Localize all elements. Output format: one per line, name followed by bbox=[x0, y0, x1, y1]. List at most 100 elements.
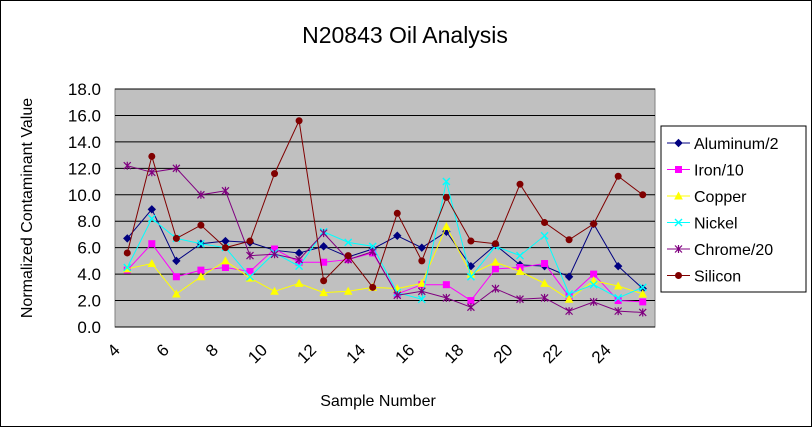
series-line bbox=[126, 208, 644, 290]
data-point bbox=[319, 242, 328, 251]
data-point bbox=[417, 287, 426, 296]
data-point bbox=[639, 191, 647, 199]
y-tick-label: 2.0 bbox=[77, 292, 101, 311]
data-point bbox=[221, 256, 230, 265]
data-point bbox=[221, 186, 230, 195]
data-point bbox=[172, 256, 181, 266]
data-point bbox=[196, 190, 205, 199]
data-point bbox=[344, 238, 353, 247]
data-point bbox=[565, 307, 574, 316]
data-point bbox=[491, 265, 499, 273]
legend-marker bbox=[674, 191, 683, 200]
legend-box bbox=[660, 125, 807, 293]
y-axis-title: Normalized Contaminant Value bbox=[19, 98, 36, 318]
legend-item: Copper bbox=[667, 189, 747, 206]
data-point bbox=[320, 277, 328, 285]
data-point bbox=[442, 293, 451, 302]
legend-marker bbox=[674, 218, 683, 227]
data-point bbox=[541, 260, 549, 268]
data-point bbox=[147, 258, 157, 268]
data-point bbox=[466, 303, 475, 312]
data-point bbox=[540, 278, 549, 287]
data-point bbox=[442, 221, 451, 231]
data-point bbox=[123, 234, 132, 243]
data-point bbox=[123, 161, 132, 170]
legend: Aluminum/2 Iron/10 Copper Nickel Chrome/20 Si… bbox=[667, 136, 779, 286]
data-point bbox=[417, 295, 426, 304]
legend-marker bbox=[674, 245, 683, 253]
data-point bbox=[565, 289, 574, 298]
data-point bbox=[147, 205, 157, 214]
y-tick-label: 8.0 bbox=[77, 212, 101, 231]
data-point bbox=[393, 291, 402, 300]
data-point bbox=[638, 308, 647, 317]
legend-item: Nickel bbox=[667, 216, 738, 233]
data-point bbox=[147, 168, 156, 177]
legend-label: Copper bbox=[694, 189, 747, 206]
data-point bbox=[564, 294, 574, 303]
legend-label: Silicon bbox=[694, 269, 741, 286]
data-point bbox=[540, 293, 549, 302]
data-point bbox=[294, 278, 304, 287]
legend-label: Iron/10 bbox=[694, 163, 744, 180]
data-point bbox=[295, 262, 304, 271]
data-point bbox=[393, 231, 402, 240]
data-point bbox=[442, 177, 451, 186]
legend-label: Aluminum/2 bbox=[694, 136, 779, 153]
data-point bbox=[393, 209, 401, 217]
data-point bbox=[417, 243, 427, 252]
data-point bbox=[639, 298, 647, 306]
series-line bbox=[127, 225, 643, 300]
data-point bbox=[197, 221, 205, 229]
data-point bbox=[246, 237, 254, 245]
data-point bbox=[246, 251, 254, 260]
y-tick-label: 18.0 bbox=[68, 80, 101, 99]
y-tick-label: 4.0 bbox=[77, 265, 101, 284]
legend-marker bbox=[674, 138, 683, 148]
data-point bbox=[467, 237, 475, 245]
data-point bbox=[319, 288, 328, 297]
data-point bbox=[638, 289, 648, 298]
series-lines bbox=[122, 117, 648, 317]
data-point bbox=[540, 231, 549, 240]
data-point bbox=[344, 252, 352, 260]
data-point bbox=[343, 286, 353, 295]
legend-marker bbox=[675, 166, 682, 173]
y-tick-label: 6.0 bbox=[77, 239, 101, 258]
legend-marker bbox=[675, 272, 682, 279]
legend-item: Aluminum/2 bbox=[667, 136, 779, 153]
data-point bbox=[564, 272, 574, 281]
data-point bbox=[147, 214, 156, 223]
data-point bbox=[368, 247, 377, 256]
data-point bbox=[614, 293, 623, 302]
data-point bbox=[491, 284, 500, 293]
series-line bbox=[126, 181, 643, 300]
data-point bbox=[196, 239, 205, 248]
data-point bbox=[172, 234, 180, 242]
gridlines bbox=[115, 88, 655, 328]
data-point bbox=[270, 250, 279, 259]
data-point bbox=[442, 281, 450, 289]
data-point bbox=[638, 283, 647, 292]
data-point bbox=[417, 278, 427, 287]
data-point bbox=[467, 297, 475, 305]
data-point bbox=[589, 297, 598, 306]
data-point bbox=[491, 257, 500, 266]
data-point bbox=[123, 249, 131, 257]
data-point bbox=[613, 281, 623, 290]
data-point bbox=[221, 244, 229, 252]
y-tick-label: 12.0 bbox=[68, 159, 101, 178]
legend-label: Chrome/20 bbox=[694, 242, 773, 259]
x-axis-title: Sample Number bbox=[320, 393, 436, 410]
y-tick-label: 14.0 bbox=[68, 133, 101, 152]
data-point bbox=[565, 236, 573, 244]
y-tick-label: 0.0 bbox=[77, 318, 101, 337]
data-point bbox=[172, 273, 180, 281]
data-point bbox=[614, 307, 623, 316]
data-point bbox=[418, 257, 426, 265]
plot-area bbox=[114, 88, 656, 328]
data-point bbox=[148, 152, 156, 160]
data-point bbox=[515, 266, 525, 275]
